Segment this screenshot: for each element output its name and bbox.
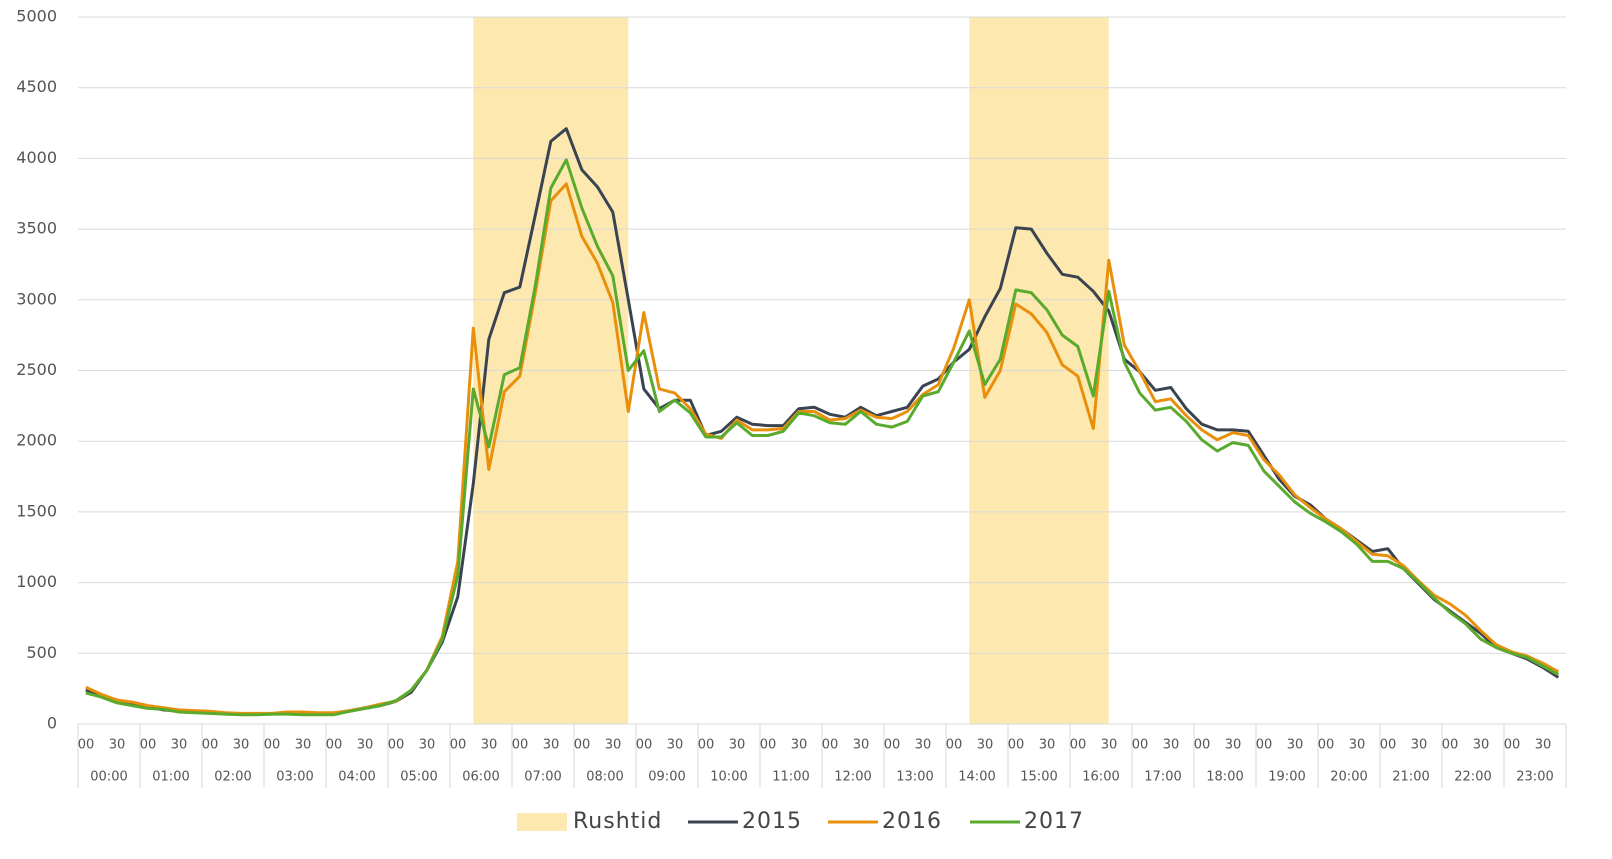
legend-label: 2015: [742, 809, 802, 834]
y-tick-label: 0: [47, 714, 57, 733]
x-sub-label: 00: [326, 738, 343, 753]
x-tick-label: 07:00: [524, 770, 561, 785]
x-sub-label: 30: [977, 738, 994, 753]
x-tick-label: 21:00: [1392, 770, 1429, 785]
x-sub-label: 30: [1473, 738, 1490, 753]
x-sub-label: 00: [1380, 738, 1397, 753]
x-sub-label: 00: [202, 738, 219, 753]
x-sub-label: 00: [140, 738, 157, 753]
x-sub-label: 30: [295, 738, 312, 753]
x-sub-label: 00: [78, 738, 95, 753]
series-line: [85, 127, 1560, 716]
series-line: [85, 158, 1560, 717]
x-sub-label: 30: [667, 738, 684, 753]
x-tick-label: 23:00: [1516, 770, 1553, 785]
x-sub-label: 00: [1194, 738, 1211, 753]
x-sub-label: 30: [729, 738, 746, 753]
x-sub-label: 30: [543, 738, 560, 753]
x-tick-label: 06:00: [462, 770, 499, 785]
x-sub-label: 30: [233, 738, 250, 753]
x-tick-label: 22:00: [1454, 770, 1491, 785]
x-sub-label: 30: [1039, 738, 1056, 753]
x-sub-label: 30: [357, 738, 374, 753]
legend-label: Rushtid: [573, 809, 662, 834]
x-sub-label: 30: [1101, 738, 1118, 753]
x-sub-label: 30: [1163, 738, 1180, 753]
x-sub-label: 00: [822, 738, 839, 753]
x-tick-label: 00:00: [90, 770, 127, 785]
series-line: [85, 182, 1560, 715]
y-tick-label: 3500: [16, 219, 57, 238]
x-sub-label: 00: [1442, 738, 1459, 753]
x-sub-label: 30: [1411, 738, 1428, 753]
x-tick-label: 09:00: [648, 770, 685, 785]
y-tick-label: 2500: [16, 360, 57, 379]
x-tick-label: 13:00: [896, 770, 933, 785]
y-tick-label: 1000: [16, 572, 57, 591]
x-sub-label: 30: [419, 738, 436, 753]
x-sub-label: 00: [1008, 738, 1025, 753]
y-tick-label: 3000: [16, 289, 57, 308]
x-tick-label: 12:00: [834, 770, 871, 785]
x-sub-label: 00: [884, 738, 901, 753]
x-tick-label: 20:00: [1330, 770, 1367, 785]
y-tick-label: 2000: [16, 431, 57, 450]
x-sub-label: 30: [605, 738, 622, 753]
x-tick-label: 15:00: [1020, 770, 1057, 785]
x-sub-label: 00: [264, 738, 281, 753]
x-sub-label: 30: [481, 738, 498, 753]
x-tick-label: 17:00: [1144, 770, 1181, 785]
x-tick-label: 19:00: [1268, 770, 1305, 785]
y-tick-label: 4000: [16, 148, 57, 167]
legend-swatch: [517, 813, 567, 831]
y-tick-label: 4500: [16, 77, 57, 96]
x-tick-label: 01:00: [152, 770, 189, 785]
x-sub-label: 30: [853, 738, 870, 753]
x-sub-label: 30: [791, 738, 808, 753]
x-sub-label: 00: [946, 738, 963, 753]
x-sub-label: 30: [1535, 738, 1552, 753]
x-sub-label: 00: [636, 738, 653, 753]
x-sub-label: 00: [450, 738, 467, 753]
x-sub-label: 00: [1132, 738, 1149, 753]
y-tick-label: 1500: [16, 501, 57, 520]
x-tick-label: 03:00: [276, 770, 313, 785]
x-sub-label: 00: [1070, 738, 1087, 753]
x-tick-label: 04:00: [338, 770, 375, 785]
x-tick-label: 08:00: [586, 770, 623, 785]
x-sub-label: 30: [1349, 738, 1366, 753]
x-sub-label: 00: [1256, 738, 1273, 753]
x-sub-label: 00: [574, 738, 591, 753]
x-sub-label: 00: [388, 738, 405, 753]
x-tick-label: 02:00: [214, 770, 251, 785]
x-sub-label: 30: [1225, 738, 1242, 753]
legend-label: 2017: [1024, 809, 1084, 834]
y-tick-label: 5000: [16, 7, 57, 26]
x-sub-label: 00: [760, 738, 777, 753]
x-sub-label: 00: [1318, 738, 1335, 753]
x-sub-label: 00: [1504, 738, 1521, 753]
x-tick-label: 18:00: [1206, 770, 1243, 785]
x-sub-label: 30: [915, 738, 932, 753]
x-sub-label: 00: [698, 738, 715, 753]
y-tick-label: 500: [26, 643, 57, 662]
x-tick-label: 11:00: [772, 770, 809, 785]
x-sub-label: 30: [109, 738, 126, 753]
x-tick-label: 05:00: [400, 770, 437, 785]
x-tick-label: 10:00: [710, 770, 747, 785]
x-sub-label: 30: [171, 738, 188, 753]
x-tick-label: 16:00: [1082, 770, 1119, 785]
legend-label: 2016: [882, 809, 942, 834]
x-sub-label: 30: [1287, 738, 1304, 753]
x-tick-label: 14:00: [958, 770, 995, 785]
x-sub-label: 00: [512, 738, 529, 753]
